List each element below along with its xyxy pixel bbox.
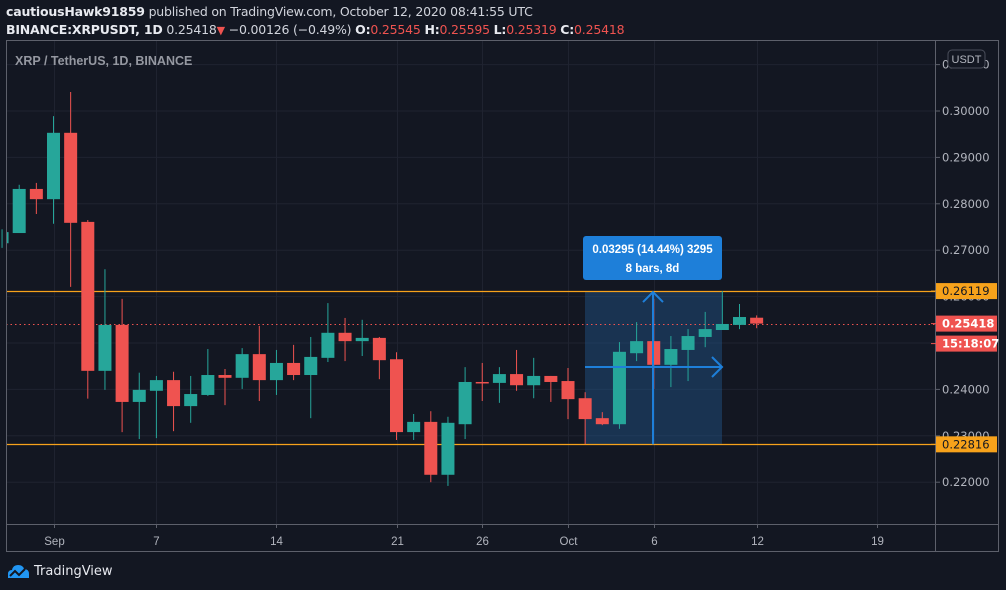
candle xyxy=(578,392,592,445)
currency-badge-label: USDT xyxy=(952,54,982,66)
candle xyxy=(218,368,232,406)
candle xyxy=(492,367,506,403)
candle xyxy=(698,311,712,348)
lower-level-tag-text: 0.22816 xyxy=(942,437,990,451)
candle xyxy=(544,375,558,402)
author-name[interactable]: cautiousHawk91859 xyxy=(6,4,145,19)
candle xyxy=(475,362,489,401)
candle xyxy=(595,412,609,426)
tradingview-cloud-icon xyxy=(8,565,29,578)
candle xyxy=(287,344,301,381)
lower-level-tag xyxy=(936,436,997,453)
candle xyxy=(424,411,438,483)
candle xyxy=(733,304,746,330)
candle xyxy=(115,298,129,433)
high-label: H: xyxy=(424,22,440,37)
candle xyxy=(527,357,541,399)
price-tick-label: 0.28000 xyxy=(942,197,990,211)
last-price-tag xyxy=(936,315,997,332)
open-value: 0.25545 xyxy=(370,22,421,37)
time-tick-label: 21 xyxy=(391,536,404,548)
candle xyxy=(510,349,524,391)
price-tick-label: 0.29000 xyxy=(942,150,990,164)
symbol-info: BINANCE:XRPUSDT, 1D 0.25418▼ −0.00126 (−… xyxy=(6,22,625,37)
measure-arrows xyxy=(585,290,724,445)
high-value: 0.25595 xyxy=(439,22,490,37)
candle xyxy=(750,315,764,329)
chart-legend-title: XRP / TetherUS, 1D, BINANCE xyxy=(15,54,192,68)
last-price: 0.25418 xyxy=(166,22,217,37)
candle xyxy=(612,342,626,429)
price-level-lines[interactable] xyxy=(6,290,935,446)
currency-badge[interactable]: USDT xyxy=(947,49,986,69)
published-text: published on TradingView.com, October 12… xyxy=(148,4,533,19)
candle xyxy=(29,182,43,215)
candle xyxy=(235,348,249,389)
candles xyxy=(1,91,764,486)
candle xyxy=(321,303,335,363)
price-change: −0.00126 (−0.49%) xyxy=(228,22,352,37)
candle xyxy=(1,229,9,248)
candle xyxy=(372,336,386,380)
candle xyxy=(561,368,575,420)
candle xyxy=(98,269,112,390)
time-tick-label: 26 xyxy=(476,536,489,548)
candle xyxy=(390,352,403,440)
time-tick-label: Sep xyxy=(44,536,64,548)
close-value: 0.25418 xyxy=(574,22,625,37)
candle xyxy=(338,317,352,362)
upper-level-tag xyxy=(936,283,997,300)
candle xyxy=(715,291,729,331)
candle xyxy=(167,371,181,432)
grid-lines xyxy=(6,40,999,552)
close-label: C: xyxy=(560,22,575,37)
chart-frame xyxy=(6,40,999,552)
candle xyxy=(441,416,455,486)
candle xyxy=(458,367,472,440)
countdown-tag xyxy=(936,335,997,352)
measure-label-change: 0.03295 (14.44%) 3295 xyxy=(592,244,713,256)
candle xyxy=(64,91,78,287)
upper-level-tag-text: 0.26119 xyxy=(942,284,990,298)
candle xyxy=(664,336,678,388)
time-tick-label: 6 xyxy=(651,536,657,548)
last-price-tag-text: 0.25418 xyxy=(942,317,994,331)
measure-label: 0.03295 (14.44%) 3295 8 bars, 8d xyxy=(583,236,722,280)
price-tick-label: 0.30000 xyxy=(942,104,990,118)
candle xyxy=(630,322,644,362)
publish-info: cautiousHawk91859 published on TradingVi… xyxy=(6,4,533,19)
footer-brand: TradingView xyxy=(34,563,113,579)
price-tick-label: 0.22000 xyxy=(942,475,990,489)
candle xyxy=(132,372,146,440)
candle xyxy=(681,329,695,382)
time-axis[interactable]: Sep 7 14 21 26 Oct 6 12 19 xyxy=(44,524,884,548)
time-tick-label: 7 xyxy=(153,536,159,548)
candle xyxy=(269,349,283,395)
time-tick-label: 12 xyxy=(751,536,764,548)
price-tick-label: 0.27000 xyxy=(942,243,990,257)
candle xyxy=(149,375,163,439)
down-triangle-icon: ▼ xyxy=(216,24,225,37)
countdown-tag-text: 15:18:07 xyxy=(942,337,999,351)
price-tick-label: 0.24000 xyxy=(942,382,990,396)
low-value: 0.25319 xyxy=(506,22,557,37)
candle xyxy=(184,375,198,423)
candle xyxy=(47,116,60,224)
tradingview-logo[interactable]: TradingView xyxy=(6,563,113,579)
measure-label-bars: 8 bars, 8d xyxy=(626,263,680,275)
time-tick-label: 19 xyxy=(871,536,884,548)
candle xyxy=(355,319,369,356)
time-tick-label: Oct xyxy=(560,536,579,548)
candle xyxy=(252,325,266,401)
candle xyxy=(201,349,215,396)
symbol-label: BINANCE:XRPUSDT, 1D xyxy=(6,22,163,37)
candle xyxy=(407,413,421,440)
low-label: L: xyxy=(493,22,507,37)
open-label: O: xyxy=(355,22,371,37)
time-tick-label: 14 xyxy=(270,536,283,548)
candle xyxy=(304,336,318,419)
candle xyxy=(81,220,95,399)
candle xyxy=(12,184,26,234)
